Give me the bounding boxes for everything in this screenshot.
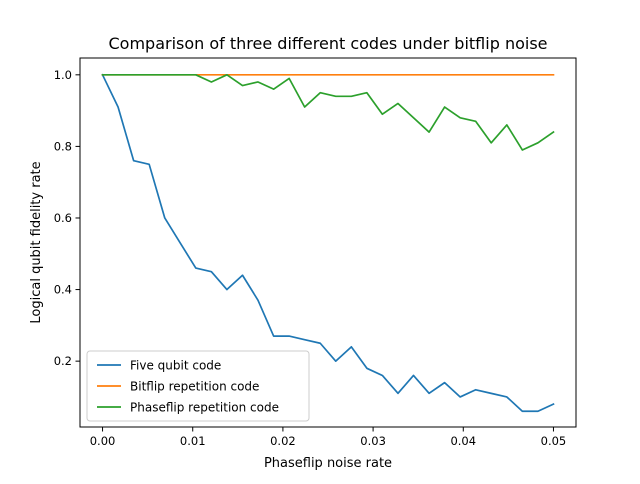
series-line-3 [101, 73, 555, 151]
y-tick-label: 0.6 [54, 211, 72, 225]
legend-label-1: Five qubit code [130, 359, 221, 373]
y-tick-label: 0.4 [54, 283, 72, 297]
legend-label-2: Bitflip repetition code [130, 380, 259, 394]
x-axis-label: Phaseflip noise rate [264, 456, 392, 471]
y-axis-label: Logical qubit fidelity rate [29, 161, 44, 323]
x-tick-label: 0.01 [180, 434, 206, 448]
x-tick-label: 0.03 [360, 434, 386, 448]
y-tick-label: 0.8 [54, 139, 72, 153]
legend-box [86, 350, 310, 422]
legend-label-3: Phaseflip repetition code [130, 401, 279, 415]
x-tick-label: 0.02 [270, 434, 296, 448]
series-line-1 [101, 73, 555, 413]
x-tick-label: 0.00 [90, 434, 116, 448]
axes-frame [79, 57, 577, 428]
plot-area [101, 73, 555, 413]
x-tick-label: 0.04 [450, 434, 476, 448]
chart-title: Comparison of three different codes unde… [109, 34, 548, 53]
axis-ticks: 0.00 0.01 0.02 0.03 0.04 0.05 0.2 0.4 0.6 0.8 1.0 [54, 68, 567, 448]
y-tick-label: 1.0 [54, 68, 72, 82]
x-tick-label: 0.05 [541, 434, 567, 448]
y-tick-label: 0.2 [54, 354, 72, 368]
legend: Five qubit code Bitflip repetition code Ph… [86, 350, 310, 422]
